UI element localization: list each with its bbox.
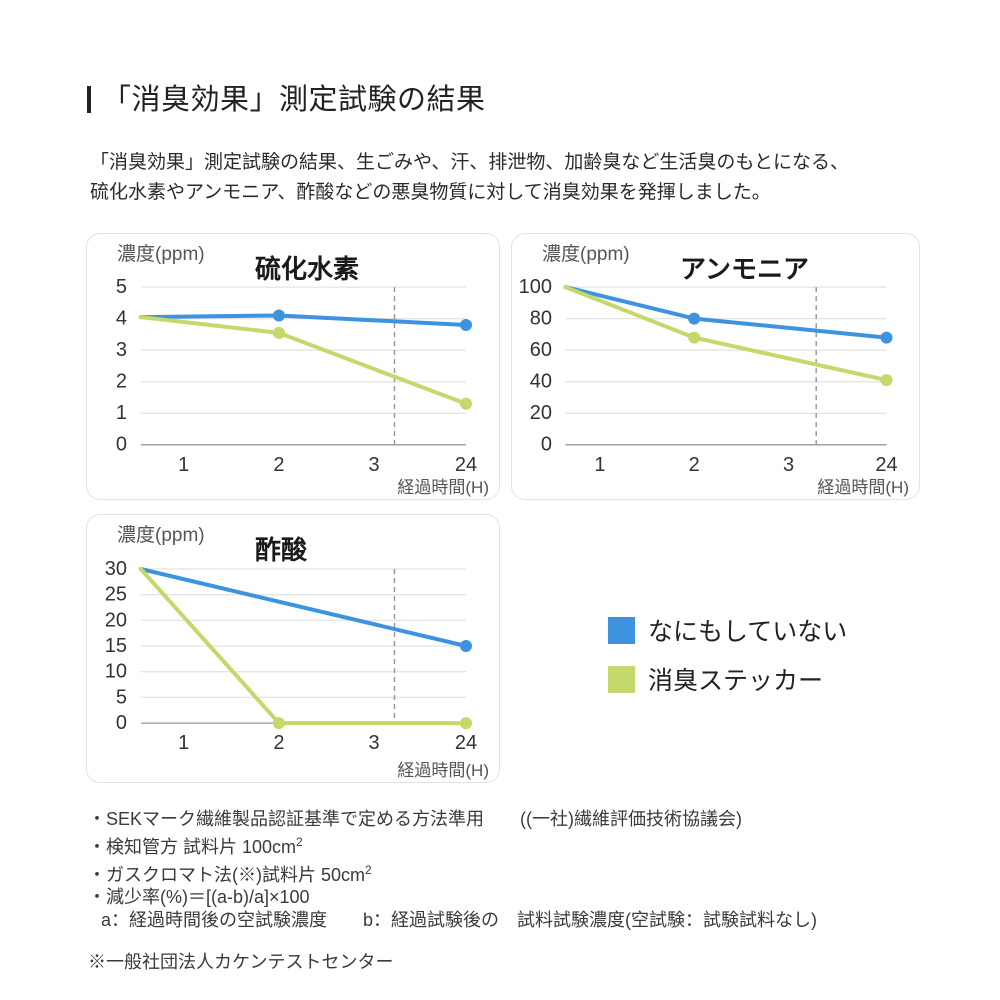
svg-text:0: 0 (116, 712, 127, 734)
svg-text:1: 1 (594, 454, 605, 476)
svg-text:60: 60 (530, 339, 552, 361)
svg-text:2: 2 (116, 371, 127, 393)
svg-text:2: 2 (273, 454, 284, 476)
svg-text:80: 80 (530, 308, 552, 330)
svg-text:5: 5 (116, 686, 127, 708)
svg-text:3: 3 (116, 339, 127, 361)
svg-text:25: 25 (105, 584, 127, 606)
svg-text:10: 10 (105, 661, 127, 683)
svg-text:0: 0 (116, 434, 127, 456)
svg-text:2: 2 (273, 732, 284, 754)
svg-text:2: 2 (689, 454, 700, 476)
svg-text:3: 3 (783, 454, 794, 476)
svg-text:24: 24 (455, 454, 477, 476)
svg-text:100: 100 (519, 276, 552, 298)
svg-text:0: 0 (541, 434, 552, 456)
svg-text:5: 5 (116, 276, 127, 298)
svg-text:15: 15 (105, 635, 127, 657)
svg-text:20: 20 (105, 609, 127, 631)
svg-text:3: 3 (368, 732, 379, 754)
svg-text:3: 3 (368, 454, 379, 476)
svg-text:24: 24 (455, 732, 477, 754)
svg-text:4: 4 (116, 308, 127, 330)
svg-text:1: 1 (178, 454, 189, 476)
svg-text:30: 30 (105, 558, 127, 580)
svg-text:24: 24 (875, 454, 897, 476)
svg-text:1: 1 (116, 402, 127, 424)
svg-text:40: 40 (530, 371, 552, 393)
svg-text:20: 20 (530, 402, 552, 424)
svg-text:1: 1 (178, 732, 189, 754)
